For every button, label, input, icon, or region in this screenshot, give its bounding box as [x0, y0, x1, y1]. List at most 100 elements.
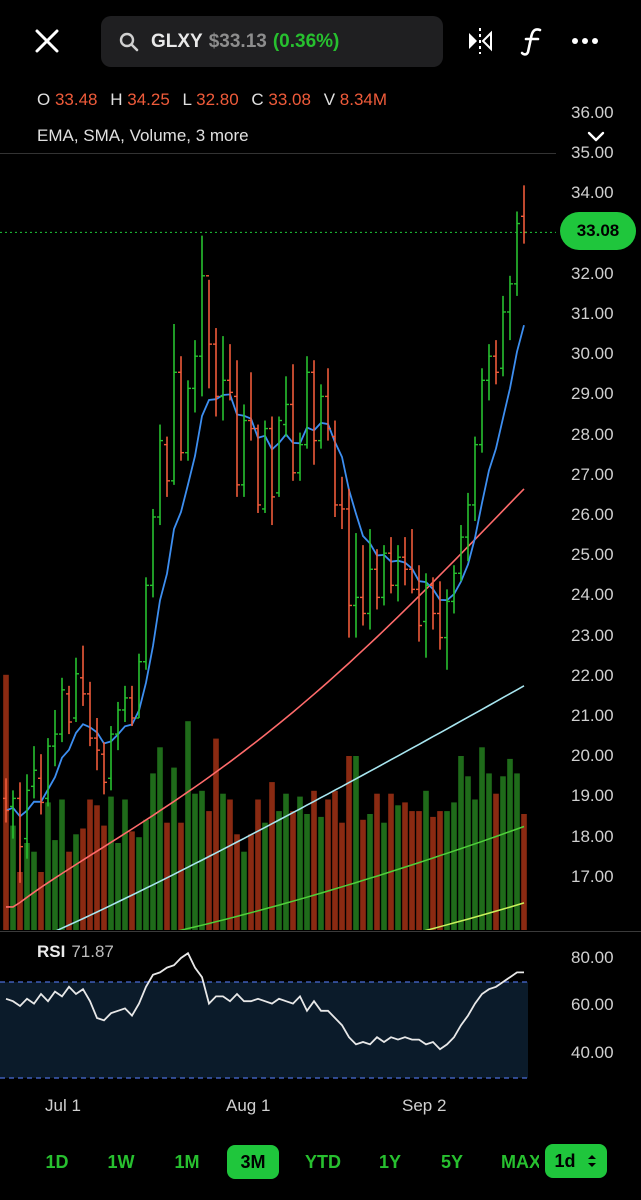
- chevron-down-icon: [587, 131, 605, 142]
- ohlc-bar: [150, 508, 156, 598]
- rsi-axis-label: 80.00: [571, 948, 614, 967]
- range-5y[interactable]: 5Y: [440, 1151, 464, 1172]
- volume-bar: [374, 793, 380, 930]
- rsi-band: [0, 982, 528, 1078]
- ohlc-bar: [346, 488, 352, 638]
- panel-divider: [0, 931, 641, 932]
- sma-cyan-line: [55, 685, 525, 930]
- volume-bar: [276, 811, 282, 930]
- range-1y[interactable]: 1Y: [378, 1151, 402, 1172]
- more-icon: [572, 38, 598, 44]
- volume-bar: [262, 822, 268, 930]
- indicators-expand-button[interactable]: [584, 124, 608, 148]
- compare-button[interactable]: [462, 22, 498, 60]
- ohlc-bar: [500, 295, 506, 377]
- volume-bar: [283, 793, 289, 930]
- high-value: 34.25: [127, 90, 170, 109]
- ohlc-bar: [472, 436, 478, 522]
- ohlc-bar: [87, 681, 93, 747]
- rsi-label: RSI: [37, 942, 66, 961]
- ohlc-bar: [388, 537, 394, 594]
- range-ytd[interactable]: YTD: [305, 1151, 341, 1172]
- price-axis-label: 21.00: [571, 706, 614, 725]
- ohlc-bar: [437, 581, 443, 650]
- price-axis-label: 19.00: [571, 786, 614, 806]
- volume-bar: [290, 811, 296, 930]
- volume-bar: [353, 756, 359, 930]
- ohlc-bar: [164, 436, 170, 497]
- volume-bar: [143, 819, 149, 930]
- volume-bar: [416, 811, 422, 930]
- ohlc-bar: [514, 211, 520, 296]
- ohlc-bar: [402, 537, 408, 586]
- volume-bar: [227, 799, 233, 930]
- volume-bar: [234, 834, 240, 930]
- volume-bar: [10, 825, 16, 930]
- sma-lime-line: [424, 902, 525, 930]
- ohlc-bar: [325, 368, 331, 441]
- ohlc-bar: [304, 356, 310, 449]
- volume-bar: [150, 773, 156, 930]
- ohlc-bar: [80, 645, 86, 706]
- close-icon: [35, 29, 59, 53]
- ohlc-bar: [451, 565, 457, 614]
- close-button[interactable]: [28, 22, 66, 60]
- ohlc-bar: [136, 653, 142, 719]
- price-axis-label: 36.00: [571, 103, 614, 122]
- date-axis-label: Jul 1: [45, 1096, 81, 1115]
- interval-select[interactable]: 1d: [545, 1144, 607, 1178]
- volume-bar: [122, 799, 128, 930]
- price-axis-label: 32.00: [571, 263, 614, 283]
- ohlc-bar: [178, 356, 184, 461]
- volume-bar: [17, 872, 23, 930]
- ohlc-bar: [360, 545, 366, 626]
- volume-bar: [129, 831, 135, 930]
- range-max[interactable]: MAX: [501, 1151, 539, 1172]
- volume-bar: [248, 834, 254, 930]
- volume-bar: [297, 796, 303, 930]
- ohlc-bar: [122, 685, 128, 723]
- indicators-summary[interactable]: EMA, SMA, Volume, 3 more: [37, 126, 249, 145]
- volume-bar: [115, 843, 121, 930]
- volume-bar: [367, 814, 373, 930]
- function-button[interactable]: [515, 22, 551, 60]
- volume-bar: [409, 811, 415, 930]
- ohlc-bar: [185, 380, 191, 461]
- volume-bar: [346, 756, 352, 930]
- price-axis-label: 31.00: [571, 304, 614, 323]
- sma-red-line: [6, 488, 525, 908]
- rsi-value: 71.87: [71, 942, 114, 961]
- ohlc-row: O 33.48 H 34.25 L 32.80 C 33.08 V 8.34M: [37, 90, 395, 110]
- volume-bar: [395, 805, 401, 930]
- symbol-search-box[interactable]: GLXY $33.13 (0.36%): [101, 16, 443, 67]
- volume-bar: [24, 843, 30, 930]
- ohlc-bar: [269, 416, 275, 526]
- rsi-axis-label: 40.00: [571, 1043, 614, 1062]
- range-1m[interactable]: 1M: [174, 1151, 200, 1172]
- ohlc-bar: [17, 782, 23, 883]
- range-1w[interactable]: 1W: [107, 1151, 135, 1172]
- range-1d[interactable]: 1D: [45, 1151, 69, 1172]
- ohlc-bar: [220, 336, 226, 421]
- ohlc-bar: [318, 384, 324, 449]
- low-label: L: [182, 90, 192, 109]
- volume-bar: [507, 758, 513, 930]
- volume-bar: [66, 851, 72, 930]
- volume-bar: [430, 816, 436, 930]
- ohlc-bar: [213, 328, 219, 417]
- volume-bar: [514, 773, 520, 930]
- ohlc-bar: [479, 368, 485, 453]
- volume-bar: [52, 840, 58, 930]
- price-axis-label: 28.00: [571, 424, 614, 444]
- volume-bar: [45, 802, 51, 930]
- more-button[interactable]: [567, 22, 603, 60]
- volume-bar: [304, 814, 310, 930]
- range-3m[interactable]: 3M: [227, 1145, 279, 1179]
- ohlc-bar: [409, 529, 415, 594]
- ohlc-bar: [430, 577, 436, 630]
- ohlc-bar: [101, 742, 107, 795]
- price-axis-label: 34.00: [571, 183, 614, 203]
- ohlc-bar: [395, 545, 401, 602]
- volume-bar: [381, 822, 387, 930]
